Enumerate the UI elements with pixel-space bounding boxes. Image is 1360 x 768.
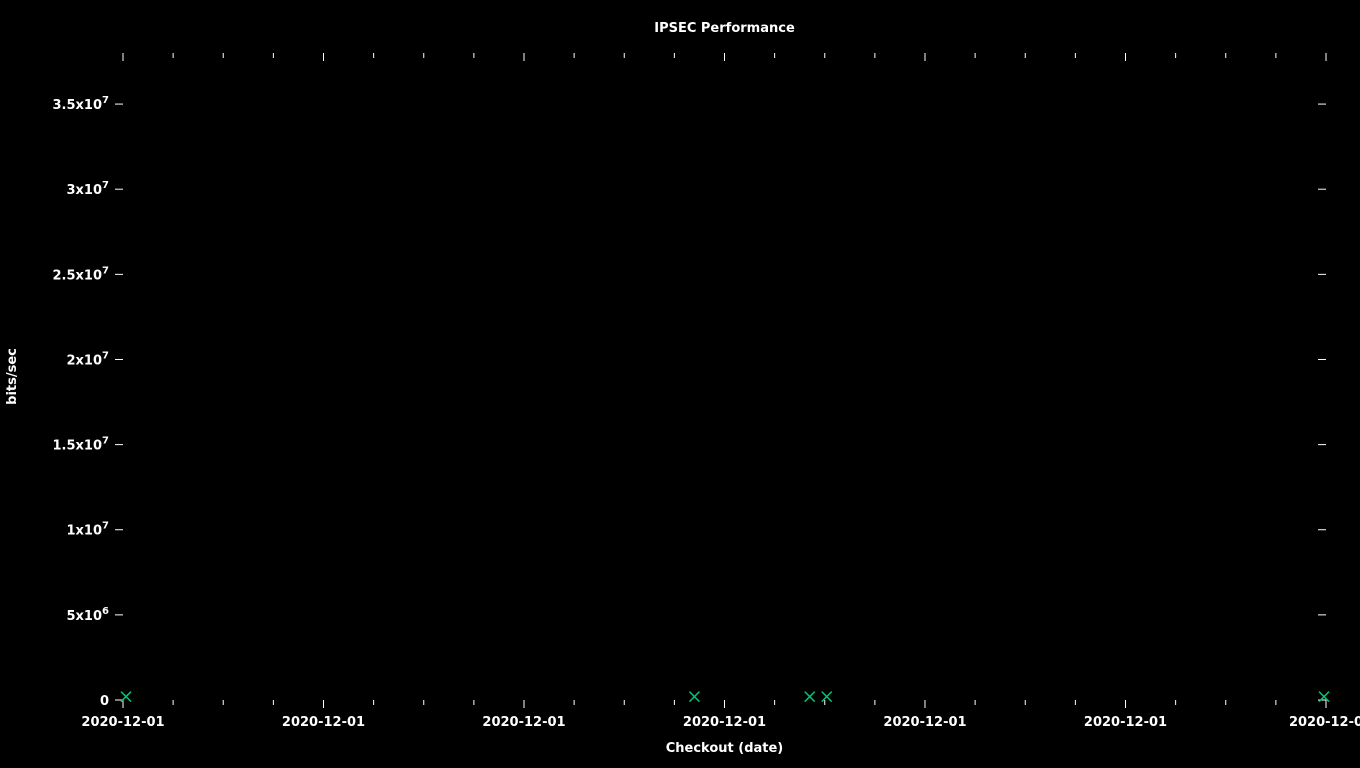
data-points <box>121 692 1329 702</box>
data-point <box>822 692 832 702</box>
x-tick-label: 2020-12-01 <box>683 715 766 730</box>
x-tick-label: 2020-12-01 <box>81 715 164 730</box>
y-tick-label: 1x107 <box>67 521 110 539</box>
chart-title: IPSEC Performance <box>654 21 795 36</box>
ipsec-performance-chart: IPSEC Performance bits/sec Checkout (dat… <box>0 0 1360 768</box>
x-axis-minor-ticks <box>173 53 1276 705</box>
y-tick-label: 3.5x107 <box>53 95 110 113</box>
y-tick-label: 2x107 <box>67 350 110 368</box>
x-axis-label: Checkout (date) <box>666 741 784 756</box>
x-tick-label: 2020-12-01 <box>482 715 565 730</box>
y-tick-label: 0 <box>100 694 109 709</box>
y-tick-label: 5x106 <box>67 606 110 624</box>
data-point <box>805 692 815 702</box>
x-tick-label: 2020-12-01 <box>883 715 966 730</box>
y-tick-label: 2.5x107 <box>53 265 110 283</box>
data-point <box>689 692 699 702</box>
x-axis-top-ticks <box>123 53 1326 61</box>
y-tick-label: 3x107 <box>67 180 110 198</box>
x-tick-label: 2020-12-01 <box>1084 715 1167 730</box>
y-axis-ticks: 0 5x106 1x107 1.5x107 2x107 2.5x107 3x107 3.5x1… <box>53 95 123 709</box>
y-axis-right-ticks <box>1318 104 1326 700</box>
x-tick-label: 2020-12-0 <box>1289 715 1360 730</box>
x-tick-label: 2020-12-01 <box>282 715 365 730</box>
data-point <box>121 692 131 702</box>
y-tick-label: 1.5x107 <box>53 436 110 454</box>
y-axis-label: bits/sec <box>5 348 20 405</box>
